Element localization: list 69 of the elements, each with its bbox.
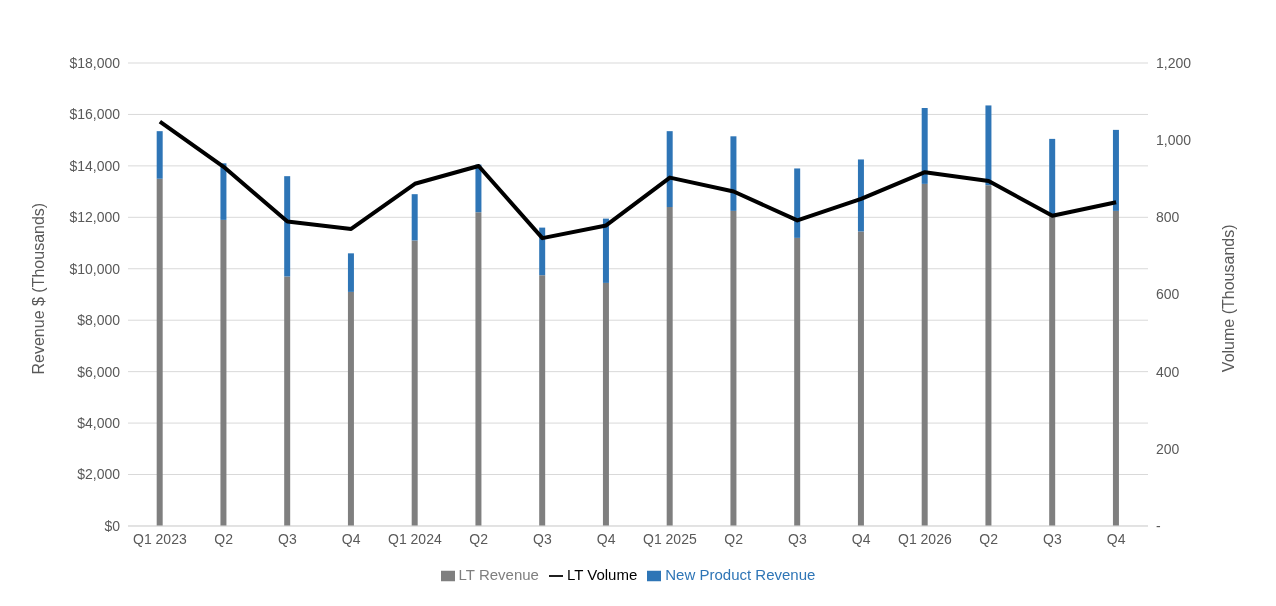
- bar: [794, 237, 801, 526]
- x-tick-label: Q3: [278, 530, 297, 547]
- bar: [284, 176, 291, 277]
- bar: [1112, 210, 1119, 526]
- x-tick-label: Q3: [788, 530, 807, 547]
- bar: [666, 131, 673, 208]
- legend-label: New Product Revenue: [665, 565, 816, 583]
- bar: [985, 105, 992, 186]
- y-axis-title: Revenue $ (Thousands): [29, 202, 47, 375]
- y2-tick-label: 800: [1156, 209, 1180, 226]
- bar: [602, 282, 609, 526]
- y-tick-label: $0: [104, 517, 121, 534]
- y2-tick-label: 200: [1156, 440, 1180, 457]
- y-tick-label: $6,000: [77, 363, 121, 380]
- y2-tick-label: 1,200: [1156, 54, 1192, 71]
- bar: [602, 218, 609, 283]
- bar: [730, 210, 737, 526]
- y-tick-label: $2,000: [77, 466, 121, 483]
- y-tick-label: $16,000: [69, 106, 121, 123]
- y2-tick-label: 1,000: [1156, 132, 1192, 149]
- bar: [921, 183, 928, 526]
- x-tick-label: Q2: [724, 530, 744, 547]
- x-tick-label: Q3: [533, 530, 552, 547]
- y-tick-label: $4,000: [77, 415, 121, 432]
- y2-tick-label: 600: [1156, 286, 1180, 303]
- x-tick-label: Q1 2025: [643, 530, 697, 547]
- bar: [347, 291, 354, 526]
- y2-tick-label: -: [1156, 517, 1161, 534]
- x-tick-label: Q1 2026: [898, 530, 952, 547]
- bar: [1049, 138, 1056, 217]
- y-tick-label: $14,000: [69, 157, 121, 174]
- x-tick-label: Q4: [341, 530, 361, 547]
- bar: [284, 276, 291, 526]
- bar: [857, 231, 864, 526]
- x-tick-label: Q3: [1043, 530, 1062, 547]
- legend-label: LT Volume: [566, 565, 638, 583]
- line-series: [157, 119, 1119, 241]
- y-tick-label: $8,000: [77, 312, 121, 329]
- bar: [1049, 216, 1056, 526]
- x-tick-label: Q4: [851, 530, 871, 547]
- y2-axis-title: Volume (Thousands): [1219, 224, 1237, 373]
- bar: [156, 131, 163, 179]
- bar: [411, 240, 418, 526]
- bar: [666, 207, 673, 526]
- x-tick-label: Q1 2024: [388, 530, 442, 547]
- legend-label: LT Revenue: [458, 565, 539, 583]
- bar: [220, 163, 227, 220]
- bar: [156, 178, 163, 526]
- bar: [411, 194, 418, 241]
- bar: [730, 136, 737, 211]
- x-tick-label: Q4: [596, 530, 616, 547]
- y-tick-label: $18,000: [69, 54, 121, 71]
- y2-tick-label: 400: [1156, 363, 1180, 380]
- x-tick-label: Q2: [979, 530, 999, 547]
- x-tick-label: Q2: [214, 530, 234, 547]
- bar: [475, 212, 482, 526]
- x-tick-label: Q4: [1106, 530, 1126, 547]
- bar: [857, 159, 864, 232]
- y-tick-label: $10,000: [69, 260, 121, 277]
- bar: [1112, 129, 1119, 211]
- bar: [347, 253, 354, 292]
- bar: [985, 185, 992, 526]
- x-tick-label: Q2: [469, 530, 489, 547]
- x-tick-label: Q1 2023: [133, 530, 187, 547]
- bar: [220, 219, 227, 526]
- bar: [794, 168, 801, 238]
- y-tick-label: $12,000: [69, 209, 121, 226]
- bar: [539, 275, 546, 526]
- bar: [921, 108, 928, 184]
